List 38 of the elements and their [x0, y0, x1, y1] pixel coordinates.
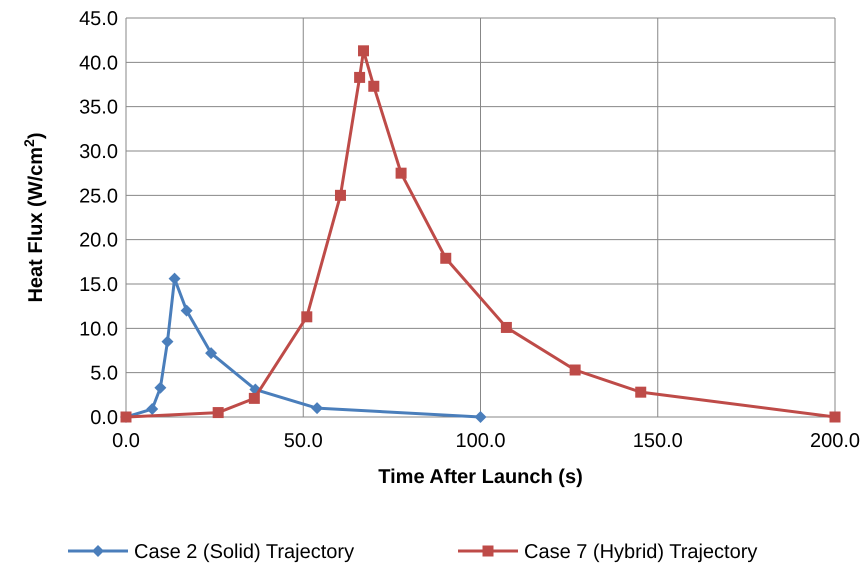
point	[500, 322, 512, 333]
x-tick-label: 100.0	[455, 430, 506, 452]
point	[368, 80, 380, 92]
y-tick-label: 30.0	[79, 141, 118, 163]
point	[205, 347, 218, 360]
x-tick-label: 50.0	[284, 430, 323, 452]
point	[354, 72, 366, 83]
point	[358, 45, 370, 56]
point	[396, 168, 407, 179]
y-tick-label: 0.0	[90, 407, 118, 429]
y-tick-label: 35.0	[79, 96, 118, 119]
x-tick-label: 0.0	[112, 430, 140, 452]
point	[830, 412, 840, 422]
point	[570, 364, 581, 376]
point	[301, 311, 312, 322]
legend-label: Case 2 (Solid) Trajectory	[134, 541, 354, 563]
y-tick-label: 10.0	[79, 318, 118, 340]
x-axis-title: Time After Launch (s)	[378, 466, 583, 488]
legend-label: Case 7 (Hybrid) Trajectory	[524, 541, 758, 563]
point	[311, 402, 324, 414]
y-tick-label: 25.0	[79, 185, 118, 208]
point	[440, 252, 452, 264]
point	[474, 411, 486, 423]
x-tick-label: 150.0	[632, 430, 683, 452]
point	[154, 382, 166, 394]
y-tick-label: 45.0	[79, 8, 118, 30]
point	[248, 392, 260, 404]
point	[212, 407, 224, 418]
y-tick-label: 40.0	[79, 52, 118, 74]
point	[635, 386, 646, 398]
y-tick-label: 5.0	[90, 362, 118, 385]
point	[180, 304, 193, 317]
x-tick-label: 200.0	[810, 430, 860, 452]
point	[161, 336, 174, 348]
y-tick-label: 15.0	[79, 274, 118, 296]
point	[146, 403, 158, 416]
point	[334, 190, 346, 201]
y-tick-label: 20.0	[79, 230, 118, 252]
